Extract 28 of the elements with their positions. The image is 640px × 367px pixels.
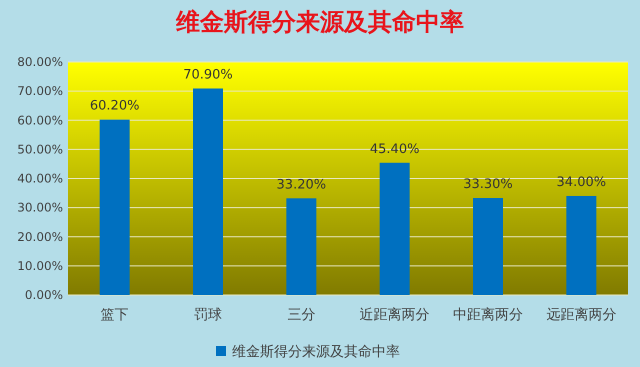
y-tick-label: 10.00% (17, 258, 63, 273)
x-tick-label: 三分 (287, 307, 316, 323)
data-label: 60.20% (90, 98, 140, 114)
y-tick-label: 80.00% (17, 55, 63, 69)
x-tick-label: 近距离两分 (360, 307, 430, 323)
bar (193, 88, 223, 295)
y-tick-label: 40.00% (17, 172, 63, 186)
legend-label: 维金斯得分来源及其命中率 (232, 344, 400, 360)
x-tick-label: 中距离两分 (453, 307, 523, 323)
data-label: 34.00% (556, 174, 606, 190)
y-tick-label: 30.00% (17, 200, 63, 215)
y-tick-label: 60.00% (17, 113, 63, 128)
data-label: 33.30% (463, 177, 513, 192)
bar (286, 198, 316, 295)
y-tick-label: 0.00% (24, 288, 63, 302)
bar (473, 198, 503, 295)
x-tick-label: 远距离两分 (546, 307, 616, 323)
data-label: 70.90% (183, 68, 233, 83)
data-label: 33.20% (276, 177, 326, 192)
y-tick-label: 20.00% (17, 230, 63, 244)
x-tick-label: 篮下 (100, 307, 129, 323)
y-tick-label: 70.00% (17, 84, 63, 98)
x-tick-label: 罚球 (194, 307, 222, 323)
bar (566, 196, 596, 295)
bar (380, 162, 410, 295)
bar (100, 120, 130, 295)
chart-title: 维金斯得分来源及其命中率 (175, 7, 464, 36)
y-tick-label: 50.00% (17, 142, 63, 156)
